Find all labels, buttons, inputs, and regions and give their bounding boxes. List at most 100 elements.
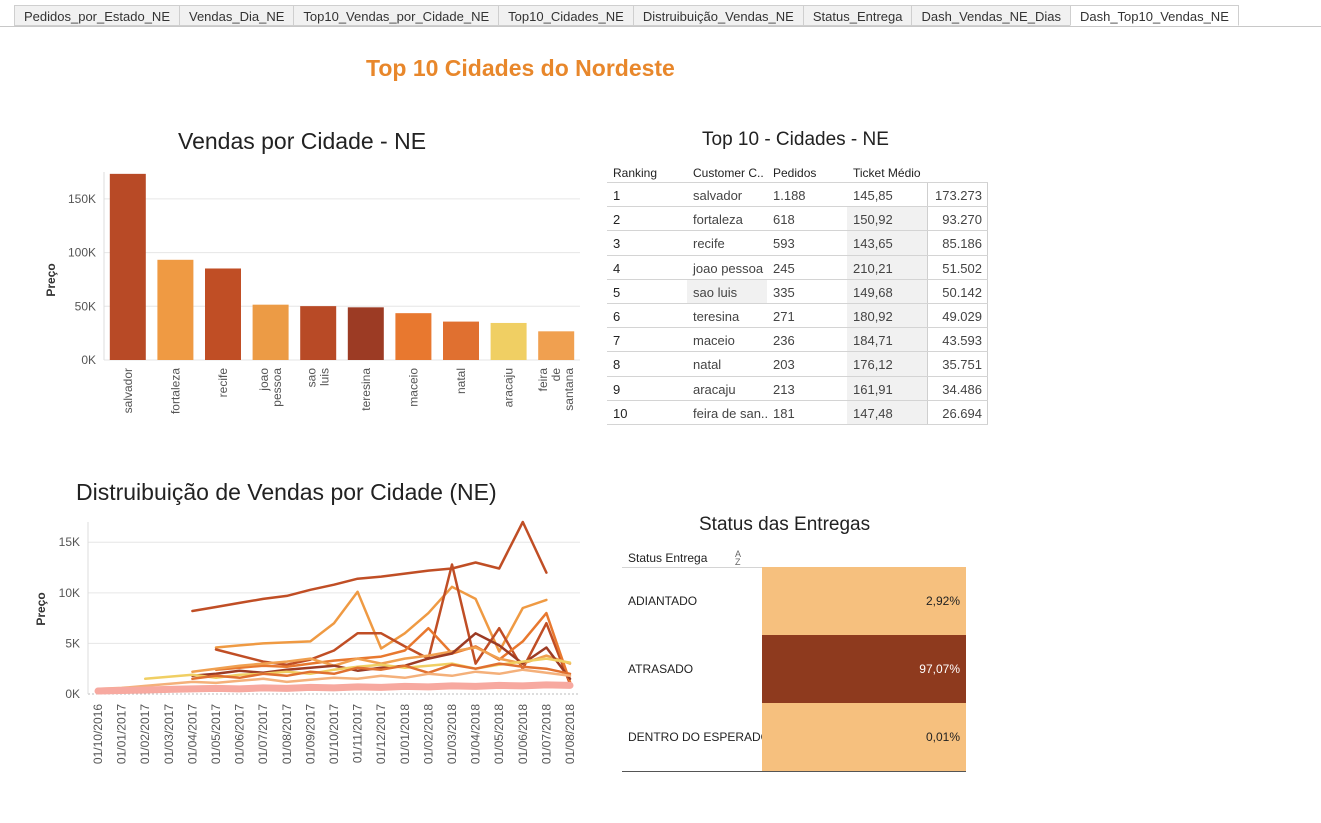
cell-orders: 271	[773, 308, 795, 324]
bar[interactable]	[205, 268, 241, 360]
cell-rank: 10	[613, 405, 628, 421]
cell-orders: 236	[773, 333, 795, 349]
line-x-tick-label: 01/07/2017	[256, 704, 270, 764]
table-row[interactable]: 2 fortaleza 618 150,92 93.270	[607, 207, 988, 232]
status-percent: 0,01%	[925, 730, 960, 744]
ticket-cell-shade	[847, 255, 927, 279]
table-row[interactable]: 7 maceio 236 184,71 43.593	[607, 328, 988, 353]
bar-x-tick-label: aracaju	[502, 368, 516, 407]
cell-rank: 2	[613, 212, 621, 228]
status-row[interactable]: ADIANTADO 2,92%	[622, 567, 966, 635]
top10-table: Ranking Customer C.. Pedidos Ticket Médi…	[607, 164, 988, 425]
cell-rank: 9	[613, 381, 621, 397]
sheet-tab[interactable]: Top10_Vendas_por_Cidade_NE	[293, 5, 499, 26]
table-row[interactable]: 9 aracaju 213 161,91 34.486	[607, 376, 988, 401]
status-title: Status das Entregas	[699, 514, 871, 535]
bar-x-tick-label: pessoa	[270, 368, 284, 407]
cell-city: sao luis	[693, 284, 738, 300]
cell-rank: 1	[613, 188, 621, 203]
cell-city: teresina	[693, 308, 740, 324]
line-series[interactable]	[214, 585, 548, 653]
line-x-tick-label: 01/01/2018	[398, 704, 412, 764]
status-bottom-line	[622, 771, 966, 772]
line-series[interactable]	[96, 668, 572, 691]
status-cell[interactable]: 97,07%	[762, 635, 966, 703]
table-row[interactable]: 3 recife 593 143,65 85.186	[607, 231, 988, 256]
bar[interactable]	[157, 259, 194, 360]
dashboard-title: Top 10 Cidades do Nordeste	[366, 55, 675, 81]
cell-ticket: 161,91	[853, 381, 893, 397]
header-ticket[interactable]: Ticket Médio	[853, 166, 921, 180]
status-cell[interactable]: 2,92%	[762, 567, 966, 635]
bar-x-tick-label: feira	[536, 368, 550, 392]
line-x-tick-label: 01/05/2017	[209, 704, 223, 764]
sheet-tab[interactable]: Distruibuição_Vendas_NE	[632, 5, 803, 26]
total-cell	[927, 303, 988, 328]
header-orders[interactable]: Pedidos	[773, 166, 817, 180]
bar[interactable]	[347, 307, 384, 360]
line-series[interactable]	[191, 520, 548, 613]
header-ranking[interactable]: Ranking	[613, 166, 658, 180]
cell-city: recife	[693, 236, 725, 252]
total-cell	[927, 255, 988, 279]
status-row[interactable]: ATRASADO 97,07%	[622, 635, 966, 703]
sheet-tab[interactable]: Vendas_Dia_NE	[179, 5, 294, 26]
line-x-tick-label: 01/04/2017	[185, 704, 199, 764]
ticket-cell-shade	[847, 303, 927, 328]
line-y-tick-label: 15K	[59, 535, 80, 549]
cell-total: 26.694	[942, 405, 982, 421]
line-x-tick-label: 01/01/2017	[115, 704, 129, 764]
bar[interactable]	[490, 322, 527, 360]
bar-x-tick-label: sao	[305, 368, 319, 388]
bar-x-tick-label: santana	[562, 368, 576, 411]
table-row[interactable]: 10 feira de san.. 181 147,48 26.694	[607, 400, 988, 425]
cell-rank: 6	[613, 308, 621, 324]
bar[interactable]	[443, 321, 479, 360]
cell-city: aracaju	[693, 381, 736, 397]
line-series[interactable]	[191, 662, 572, 681]
bar[interactable]	[252, 304, 289, 360]
cell-ticket: 145,85	[853, 188, 893, 203]
cell-rank: 5	[613, 284, 621, 300]
status-label: ADIANTADO	[628, 594, 698, 608]
table-row[interactable]: 8 natal 203 176,12 35.751	[607, 352, 988, 377]
cell-city: maceio	[693, 333, 735, 349]
line-x-tick-label: 01/03/2017	[162, 704, 176, 764]
sheet-tabs: Pedidos_por_Estado_NE Vendas_Dia_NE Top10_…	[14, 5, 1239, 26]
line-series[interactable]	[94, 681, 574, 695]
table-row[interactable]: 6 teresina 271 180,92 49.029	[607, 303, 988, 329]
bar[interactable]	[538, 331, 575, 360]
status-cell[interactable]: 0,01%	[762, 703, 966, 771]
cell-orders: 181	[773, 405, 795, 421]
line-chart: 0K 5K 10K 15K Preço 01/10/2016 01/01/2017 01/02…	[34, 520, 580, 764]
status-row[interactable]: DENTRO DO ESPERADO 0,01%	[622, 703, 966, 771]
sheet-tab[interactable]: Status_Entrega	[802, 5, 912, 26]
bar-x-tick-label: maceio	[406, 368, 420, 407]
cell-ticket: 210,21	[853, 260, 893, 276]
sheet-tab[interactable]: Dash_Vendas_NE_Dias	[911, 5, 1070, 26]
table-row[interactable]: 4 joao pessoa 245 210,21 51.502	[607, 255, 988, 280]
cell-city: feira de san..	[693, 405, 769, 421]
line-y-tick-label: 0K	[65, 687, 80, 701]
bar[interactable]	[300, 306, 337, 360]
header-city[interactable]: Customer C..	[693, 166, 764, 180]
table-body: 1 salvador 1.188 145,85 173.273 2 fortaleza 618…	[607, 182, 988, 425]
line-x-tick-label: 01/02/2018	[421, 704, 435, 764]
table-row[interactable]: 5 sao luis 335 149,68 50.142	[607, 279, 988, 304]
cell-ticket: 180,92	[853, 308, 893, 324]
bar-y-tick-label: 50K	[75, 299, 96, 313]
sheet-tab[interactable]: Pedidos_por_Estado_NE	[14, 5, 179, 26]
sheet-tab[interactable]: Dash_Top10_Vendas_NE	[1069, 5, 1239, 26]
line-series[interactable]	[191, 632, 572, 681]
cell-city: salvador	[693, 188, 743, 203]
table-row[interactable]: 1 salvador 1.188 145,85 173.273	[607, 183, 988, 208]
sheet-tab[interactable]: Top10_Cidades_NE	[498, 5, 633, 26]
cell-ticket: 149,68	[853, 284, 893, 300]
bar-y-tick-label: 100K	[68, 246, 96, 260]
line-series[interactable]	[214, 611, 572, 684]
bar[interactable]	[109, 173, 146, 360]
bar[interactable]	[395, 313, 432, 360]
status-header[interactable]: Status Entrega	[628, 551, 708, 565]
ticket-cell-shade	[847, 279, 927, 303]
